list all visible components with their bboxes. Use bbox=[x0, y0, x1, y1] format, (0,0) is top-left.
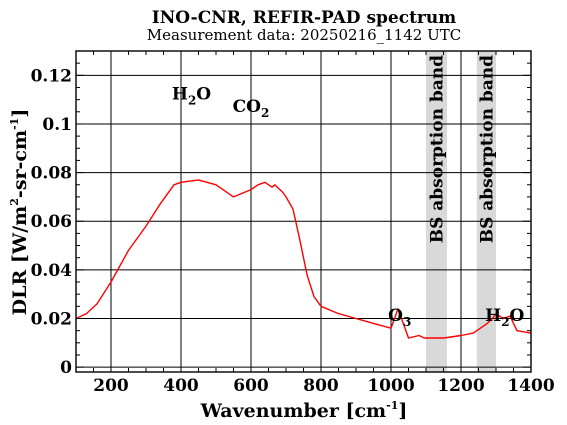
plot-area: BS absorption band BS absorption band H2O… bbox=[75, 50, 532, 373]
band-1 bbox=[476, 51, 496, 372]
x-tick-label-6: 1400 bbox=[507, 376, 554, 396]
annotation-3: H2O bbox=[485, 306, 524, 329]
x-tick-label-0: 200 bbox=[93, 376, 129, 396]
x-tick-label-5: 1200 bbox=[437, 376, 484, 396]
y-axis-ticks: 0 0.02 0.04 0.06 0.08 0.1 0.12 bbox=[31, 50, 531, 378]
y-tick-label-5: 0.1 bbox=[42, 115, 72, 135]
annotation-1: CO2 bbox=[233, 97, 270, 120]
grid-layer bbox=[76, 51, 531, 372]
x-tick-label-4: 1000 bbox=[367, 376, 414, 396]
y-tick-label-3: 0.06 bbox=[31, 212, 72, 232]
y-tick-label-6: 0.12 bbox=[31, 66, 72, 86]
y-tick-label-0: 0 bbox=[60, 358, 72, 378]
chart-title: INO-CNR, REFIR-PAD spectrum bbox=[152, 8, 456, 28]
x-tick-label-3: 800 bbox=[303, 376, 339, 396]
x-tick-label-1: 400 bbox=[163, 376, 199, 396]
band-labels-layer: BS absorption band BS absorption band bbox=[428, 55, 498, 243]
band-label-1: BS absorption band bbox=[477, 55, 497, 243]
band-0 bbox=[426, 51, 447, 372]
y-axis-label: DLR [W/m2-sr-cm-1] bbox=[8, 109, 31, 316]
annotations-layer: H2O CO2 O3 H2O bbox=[172, 85, 525, 329]
annotation-2: O3 bbox=[388, 306, 411, 329]
x-axis-label: Wavenumber [cm-1] bbox=[200, 399, 408, 422]
y-tick-label-1: 0.02 bbox=[31, 310, 72, 330]
bands-layer bbox=[426, 51, 496, 372]
plot-background bbox=[76, 51, 531, 372]
x-axis-ticks: 200 400 600 800 1000 1200 1400 bbox=[75, 51, 555, 396]
series-layer bbox=[75, 179, 532, 339]
chart-subtitle: Measurement data: 20250216_1142 UTC bbox=[147, 26, 461, 44]
y-tick-label-2: 0.04 bbox=[31, 261, 73, 281]
x-tick-label-2: 600 bbox=[233, 376, 269, 396]
y-tick-label-4: 0.08 bbox=[31, 164, 72, 184]
band-label-0: BS absorption band bbox=[428, 55, 448, 243]
series-line-0 bbox=[75, 179, 532, 339]
annotation-0: H2O bbox=[172, 85, 211, 108]
